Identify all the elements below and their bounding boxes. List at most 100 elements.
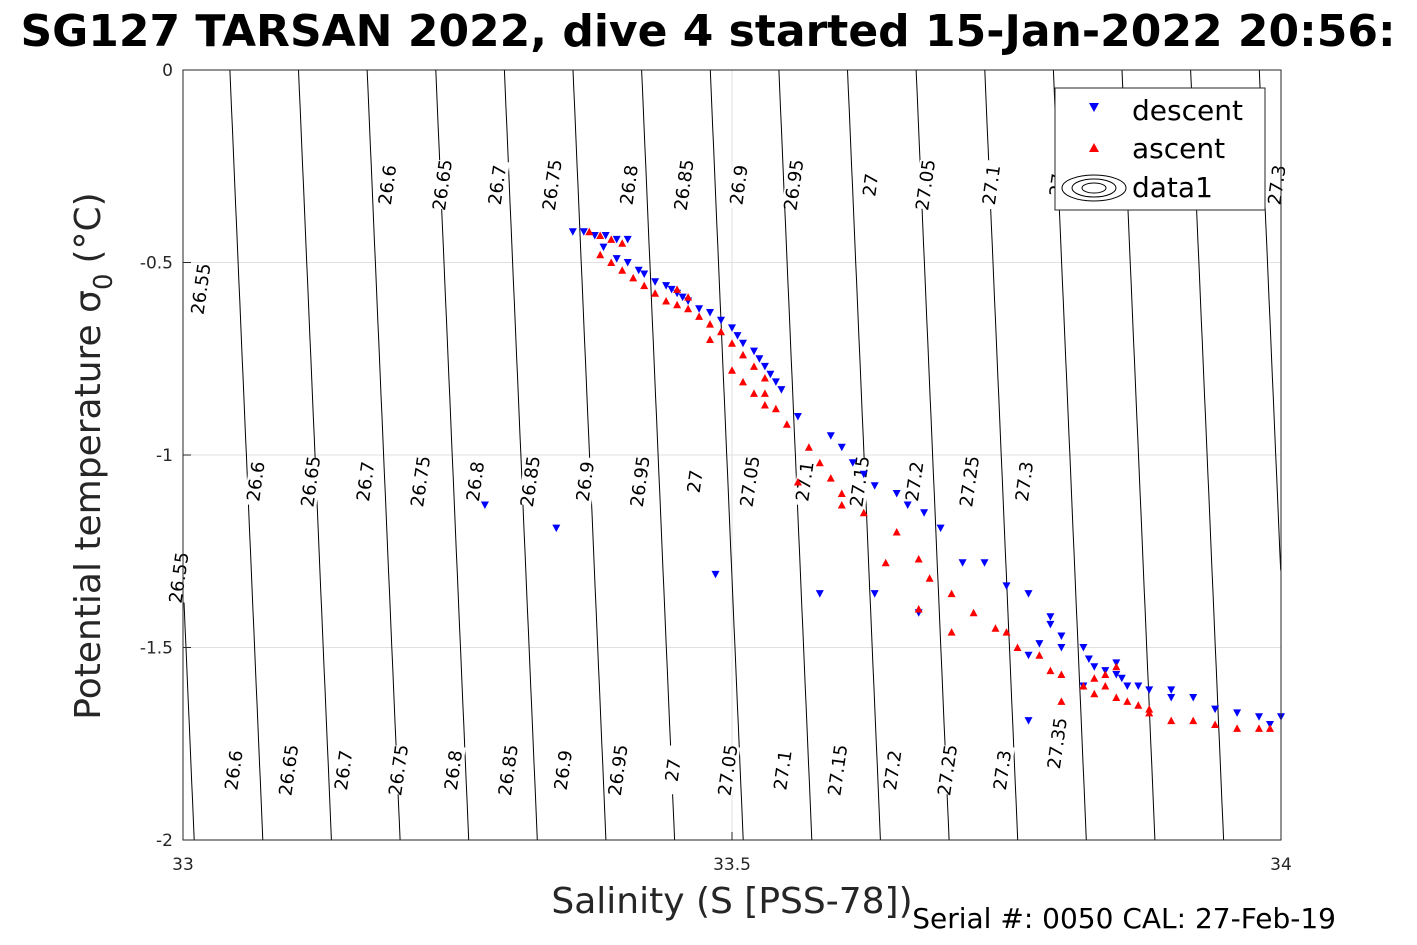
contour-label-bg-25 [792, 456, 818, 507]
descent-point-22 [739, 339, 747, 348]
ascent-point-19 [760, 374, 769, 382]
x-tick-label-1: 33.5 [713, 855, 751, 875]
descent-point-40 [980, 559, 989, 567]
descent-point-27 [771, 378, 780, 386]
descent-point-60 [1255, 713, 1263, 721]
contour-label-bg-23 [682, 456, 708, 507]
contour-line-0 [183, 589, 195, 841]
ascent-point-56 [706, 335, 714, 343]
ascent-point-61 [793, 478, 802, 486]
ascent-point-68 [1145, 705, 1154, 713]
contour-label-bg-35 [496, 745, 521, 796]
descent-point-68 [711, 570, 720, 579]
descent-point-57 [1189, 694, 1198, 702]
ascent-point-7 [629, 273, 638, 282]
descent-point-66 [480, 501, 489, 509]
ascent-point-59 [750, 389, 758, 397]
contour-line-3 [366, 69, 401, 841]
descent-point-5 [623, 235, 632, 244]
ascent-point-63 [881, 558, 890, 567]
descent-point-34 [870, 482, 879, 490]
descent-point-54 [1134, 682, 1143, 690]
ascent-point-44 [1145, 708, 1154, 717]
y-axis-label-subscript: 0 [89, 273, 119, 290]
contour-line-1 [229, 69, 264, 841]
ascent-point-30 [925, 574, 934, 582]
ascent-point-1 [596, 231, 605, 239]
contour-label-23: 27 [682, 456, 708, 507]
x-tick-label-2: 34 [1270, 855, 1292, 875]
contour-label-34: 26.8 [441, 745, 467, 796]
descent-point-46 [1057, 644, 1066, 652]
ascent-point-20 [760, 389, 769, 397]
ascent-point-5 [607, 258, 616, 266]
contour-line-10 [847, 69, 881, 841]
contour-label-bg-4 [540, 159, 565, 210]
descent-point-69 [815, 590, 824, 598]
descent-point-0 [568, 228, 577, 236]
ascent-point-10 [662, 297, 671, 305]
contour-label-bg-21 [573, 456, 598, 507]
legend-descent-marker [1089, 103, 1099, 112]
contour-label-bg-17 [353, 456, 378, 507]
descent-point-52 [1117, 674, 1126, 683]
descent-point-28 [777, 386, 786, 394]
ascent-point-53 [1090, 689, 1099, 698]
descent-point-33 [859, 470, 868, 479]
contour-label-bg-36 [551, 745, 576, 796]
descent-point-31 [837, 443, 846, 452]
contour-label-bg-2 [430, 159, 455, 210]
ascent-point-22 [782, 420, 791, 428]
contour-label-bg-22 [627, 456, 653, 507]
descent-point-53 [1123, 682, 1132, 690]
contour-label-bg-11 [979, 159, 1004, 210]
ascent-series [585, 227, 1274, 732]
contour-label-9: 27 [858, 159, 883, 210]
contour-label-bg-31 [276, 745, 302, 796]
ascent-point-62 [837, 501, 846, 509]
descent-point-48 [1084, 655, 1093, 663]
descent-point-38 [936, 524, 945, 533]
contour-label-21: 26.9 [573, 456, 599, 507]
ascent-point-2 [607, 235, 616, 243]
ascent-point-45 [1167, 716, 1176, 725]
legend: descent ascent data1 [1054, 87, 1266, 211]
ascent-point-40 [1101, 682, 1110, 690]
legend-ascent-marker [1089, 143, 1099, 152]
ascent-point-57 [728, 366, 736, 374]
descent-point-10 [640, 270, 649, 278]
contour-label-text-23: 27 [684, 469, 708, 495]
descent-point-17 [695, 305, 704, 313]
ascent-point-67 [1057, 697, 1066, 705]
ascent-point-37 [1057, 670, 1066, 678]
descent-point-47 [1079, 644, 1088, 652]
contour-label-bg-6 [671, 159, 697, 210]
contour-label-bg-19 [463, 456, 488, 507]
y-tick-label-4: -2 [156, 831, 173, 851]
contour-label-bg-42 [880, 745, 905, 796]
descent-point-36 [903, 501, 912, 509]
descent-point-4 [612, 235, 621, 244]
ascent-point-4 [596, 250, 605, 259]
ascent-point-15 [717, 327, 725, 336]
contour-label-bg-29 [1012, 456, 1037, 507]
ascent-point-25 [826, 474, 835, 482]
descent-point-21 [733, 332, 742, 340]
contour-label-bg-8 [781, 159, 807, 210]
contour-label-bg-16 [298, 456, 324, 507]
contour-label-bg-5 [616, 159, 642, 210]
contour-label-bg-20 [518, 456, 543, 507]
contour-label-bg-14 [166, 552, 192, 603]
contour-label-bg-0 [188, 263, 214, 314]
y-tick-label-2: -1 [156, 446, 173, 466]
ascent-point-27 [859, 508, 868, 517]
contour-line-5 [503, 69, 538, 841]
descent-point-42 [1024, 590, 1033, 598]
ascent-point-18 [750, 362, 758, 370]
descent-point-49 [1090, 663, 1099, 671]
ascent-point-8 [640, 281, 649, 290]
contour-label-bg-3 [485, 159, 510, 210]
contour-line-2 [298, 69, 332, 841]
descent-point-45 [1057, 632, 1066, 640]
legend-box [1054, 87, 1266, 211]
